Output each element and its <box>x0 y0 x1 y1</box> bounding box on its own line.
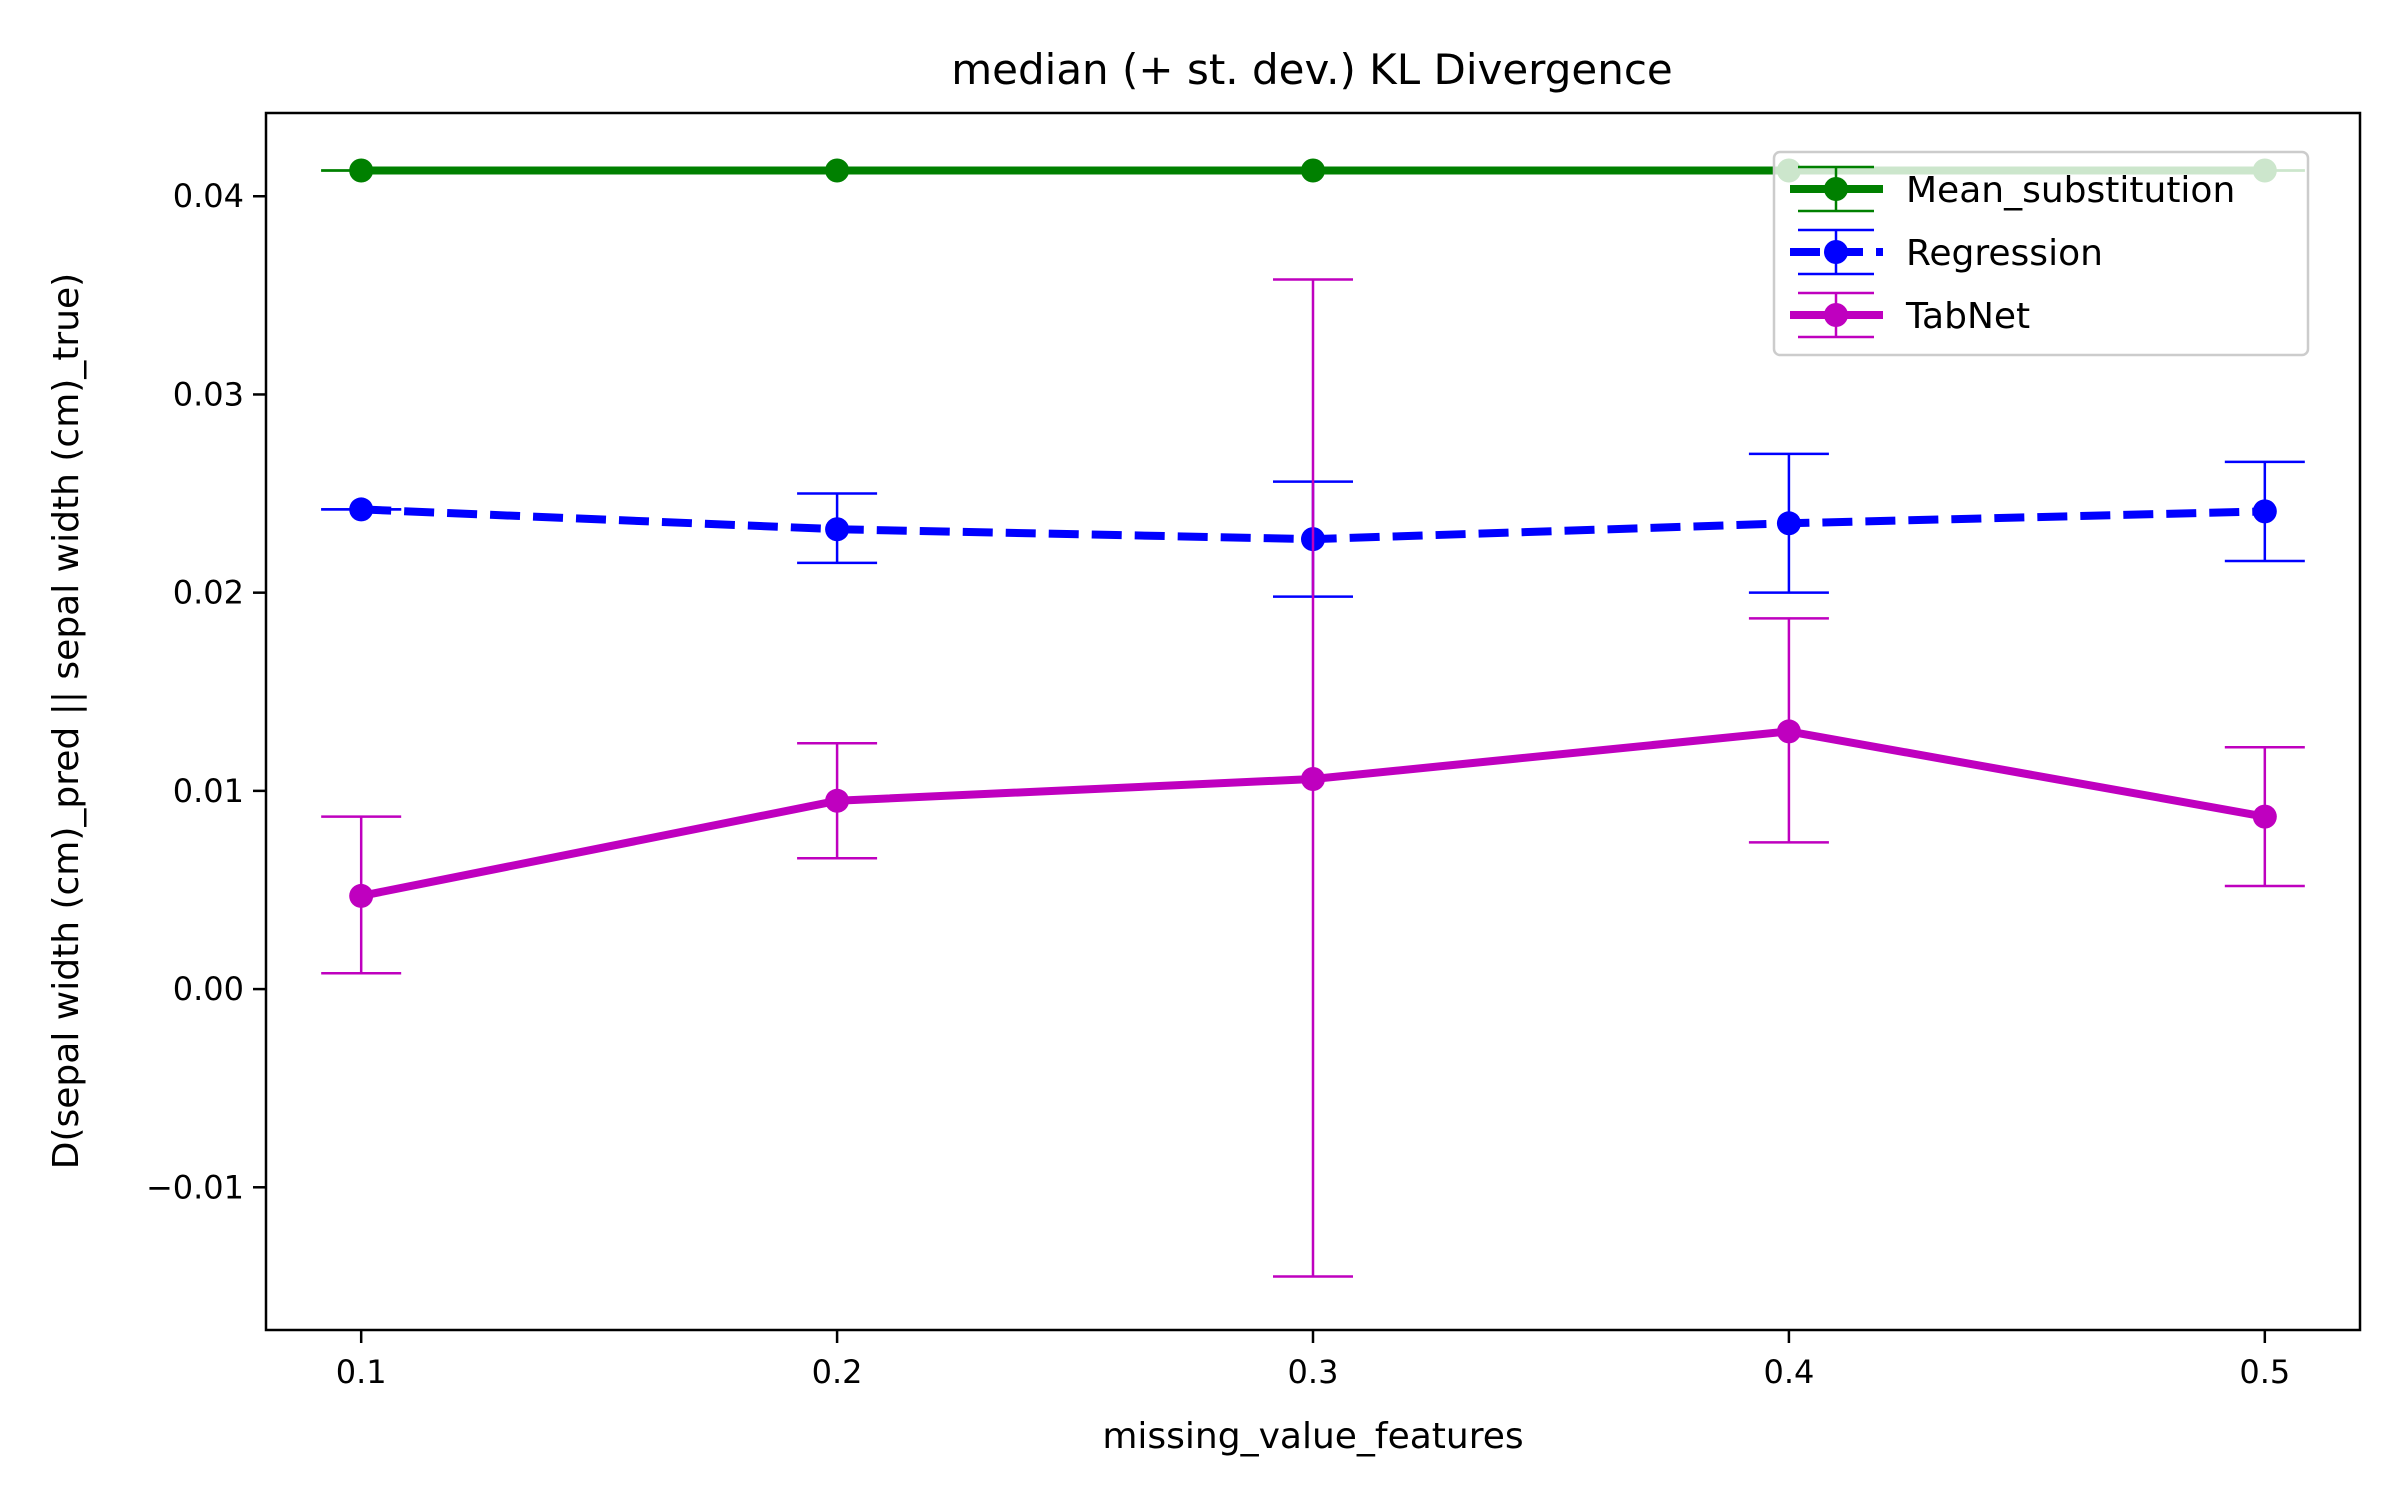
x-tick-label: 0.5 <box>2239 1353 2290 1391</box>
data-point <box>349 158 373 182</box>
y-tick-label: −0.01 <box>146 1168 244 1206</box>
data-point <box>1777 719 1801 743</box>
y-tick-label: 0.01 <box>173 772 244 810</box>
legend-label: Mean_substitution <box>1906 170 2235 211</box>
data-point <box>349 884 373 908</box>
legend-label: Regression <box>1906 233 2103 274</box>
legend-marker <box>1824 240 1848 264</box>
data-point <box>349 497 373 521</box>
x-tick-label: 0.1 <box>336 1353 387 1391</box>
data-point <box>825 517 849 541</box>
x-tick-label: 0.4 <box>1763 1353 1814 1391</box>
data-point <box>825 158 849 182</box>
chart-title: median (+ st. dev.) KL Divergence <box>951 45 1673 94</box>
y-tick-label: 0.00 <box>173 970 244 1008</box>
legend-marker <box>1824 177 1848 201</box>
data-point <box>1777 511 1801 535</box>
legend-marker <box>1824 303 1848 327</box>
y-tick-label: 0.03 <box>173 375 244 413</box>
data-point <box>1301 158 1325 182</box>
x-tick-label: 0.2 <box>812 1353 863 1391</box>
legend-item-regression: Regression <box>1790 230 2103 274</box>
legend: Mean_substitution Regression TabNet <box>1774 152 2308 355</box>
data-point <box>2253 805 2277 829</box>
y-axis-label: D(sepal width (cm)_pred || sepal width (… <box>46 273 87 1169</box>
y-tick-label: 0.04 <box>173 177 244 215</box>
x-axis-label: missing_value_features <box>1102 1416 1523 1457</box>
data-point <box>1301 767 1325 791</box>
x-tick-label: 0.3 <box>1288 1353 1339 1391</box>
legend-label: TabNet <box>1905 296 2030 337</box>
data-point <box>825 789 849 813</box>
data-point <box>2253 499 2277 523</box>
y-tick-label: 0.02 <box>173 574 244 612</box>
